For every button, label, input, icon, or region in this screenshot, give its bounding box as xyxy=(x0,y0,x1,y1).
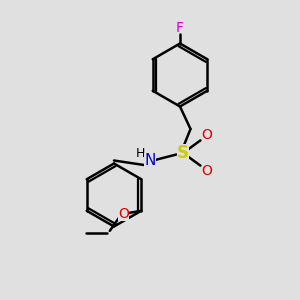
Text: O: O xyxy=(201,128,212,142)
Text: O: O xyxy=(118,207,129,221)
Text: N: N xyxy=(144,153,156,168)
Text: O: O xyxy=(201,164,212,178)
Text: F: F xyxy=(176,21,184,35)
Text: S: S xyxy=(177,144,189,162)
Text: H: H xyxy=(136,147,145,161)
